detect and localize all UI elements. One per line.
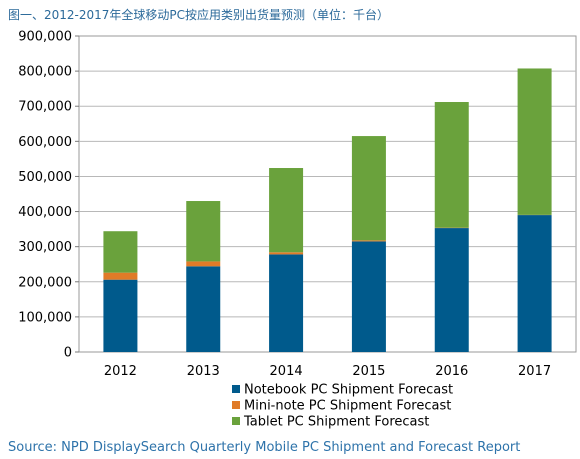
legend-label: Notebook PC Shipment Forecast (244, 383, 453, 398)
y-tick-label: 500,000 (18, 170, 72, 185)
x-tick-label: 2017 (518, 364, 551, 379)
grid-lines (79, 70, 576, 318)
x-tick-label: 2016 (435, 364, 468, 379)
source-note: Source: NPD DisplaySearch Quarterly Mobi… (8, 440, 521, 455)
y-tick-label: 0 (64, 346, 72, 361)
bar-segment-tablet (186, 201, 221, 262)
bar-segment-mini-note (269, 252, 304, 255)
bar-segment-mini-note (103, 272, 138, 280)
y-tick-label: 100,000 (18, 310, 72, 325)
y-tick-label: 200,000 (18, 275, 72, 290)
bar-segment-mini-note (186, 261, 221, 267)
y-tick-label: 300,000 (18, 240, 72, 255)
bar-segment-tablet (517, 68, 552, 215)
chart-title: 图一、2012-2017年全球移动PC按应用类别出货量预测（单位：千台） (8, 8, 390, 22)
legend-label: Tablet PC Shipment Forecast (243, 415, 429, 430)
bar-segment-tablet (351, 136, 386, 241)
x-tick-label: 2013 (187, 364, 220, 379)
y-tick-label: 800,000 (18, 65, 72, 80)
x-tick-label: 2015 (352, 364, 385, 379)
bar-segment-notebook (434, 228, 469, 352)
y-tick-label: 700,000 (18, 100, 72, 115)
x-axis-ticks: 2012 2013 2014 2015 2016 2017 (104, 364, 551, 379)
legend-swatch (232, 401, 240, 409)
legend-label: Mini-note PC Shipment Forecast (244, 399, 451, 414)
y-axis-ticks: 0 100,000 200,000 300,000 400,000 500,000 600,… (18, 30, 79, 361)
bars (103, 68, 552, 352)
x-tick-label: 2014 (270, 364, 303, 379)
bar-segment-tablet (269, 168, 304, 253)
bar-segment-tablet (103, 231, 138, 273)
bar-segment-notebook (103, 279, 138, 352)
legend-swatch (232, 385, 240, 393)
bar-segment-mini-note (351, 240, 386, 242)
bar-segment-notebook (517, 215, 552, 352)
x-tick-label: 2012 (104, 364, 137, 379)
bar-segment-notebook (269, 254, 304, 352)
legend-swatch (232, 417, 240, 425)
bar-segment-notebook (351, 241, 386, 352)
y-tick-label: 400,000 (18, 205, 72, 220)
bar-segment-tablet (434, 102, 469, 228)
y-tick-label: 900,000 (18, 30, 72, 45)
bar-segment-notebook (186, 266, 221, 352)
plot-area (78, 35, 577, 353)
y-tick-label: 600,000 (18, 135, 72, 150)
